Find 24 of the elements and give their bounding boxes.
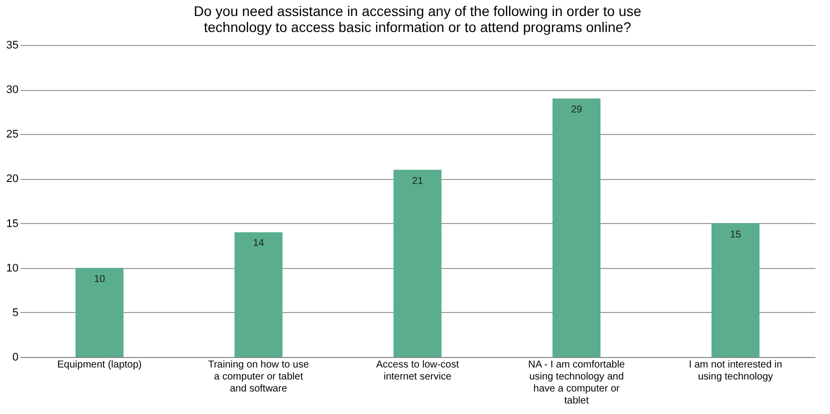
data-label: 10 [94, 274, 106, 285]
y-tick-label: 10 [6, 262, 18, 274]
y-tick-label: 15 [6, 218, 18, 230]
y-tick-label: 30 [6, 84, 18, 96]
x-tick-label: Training on how to use a computer or tablet and software [208, 360, 310, 394]
bar [712, 223, 760, 357]
y-tick-label: 0 [12, 352, 18, 364]
y-tick-label: 5 [12, 306, 18, 319]
data-label: 14 [252, 238, 264, 250]
bar [552, 98, 600, 357]
x-tick-label: I am not interested in using technology [688, 360, 782, 382]
bar [394, 170, 442, 357]
data-label: 15 [730, 229, 742, 240]
bar [234, 232, 282, 357]
y-tick-label: 20 [6, 173, 18, 186]
y-tick-label: 35 [6, 40, 18, 52]
data-label: 29 [570, 104, 582, 116]
y-tick-label: 25 [6, 128, 18, 141]
chart-title: Do you need assistance in accessing any of the following in order to use technology to access basic information or to attend programs online? [194, 3, 642, 35]
x-tick-label: NA - I am comfortable using technology and have a computer or tablet [528, 360, 626, 406]
bar [76, 268, 124, 357]
x-tick-label: Access to low-cost internet service [376, 360, 460, 382]
x-tick-label: Equipment (laptop) [57, 360, 142, 370]
data-label: 21 [412, 176, 424, 187]
